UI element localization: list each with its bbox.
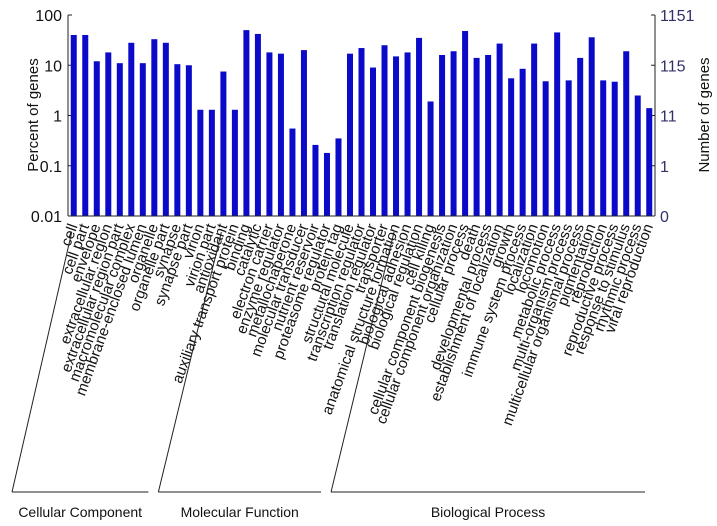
y2-tick-label: 11: [660, 109, 677, 126]
y-axis-label: Percent of genes: [25, 58, 42, 171]
bar: [554, 32, 561, 216]
group-bracket: [330, 231, 395, 493]
bar: [243, 30, 250, 217]
bar: [508, 78, 515, 216]
bar: [185, 65, 192, 216]
bar: [335, 138, 342, 216]
bar: [208, 109, 215, 216]
bar: [450, 51, 457, 216]
bar: [577, 57, 584, 216]
bar: [600, 80, 607, 216]
x-tick-label: cell: [58, 222, 82, 249]
bar: [220, 71, 227, 216]
bar: [93, 61, 100, 216]
bar: [473, 57, 480, 216]
bar: [646, 108, 653, 216]
bar: [151, 39, 158, 217]
bar: [370, 67, 377, 216]
bar: [634, 95, 641, 216]
bar: [346, 53, 353, 217]
y2-tick-label: 1: [660, 159, 669, 176]
bar: [277, 53, 284, 217]
bar: [404, 52, 411, 216]
bar: [162, 42, 169, 217]
bar: [439, 54, 446, 217]
bar: [128, 42, 135, 217]
bar: [381, 45, 388, 217]
y-tick-label: 0.01: [31, 209, 62, 226]
bar: [531, 43, 538, 216]
group-label: Molecular Function: [181, 504, 299, 520]
bar: [174, 64, 181, 216]
y-tick-label: 1: [53, 109, 62, 126]
y2-tick-label: 115: [660, 58, 686, 75]
bar: [105, 52, 112, 216]
bar: [519, 68, 526, 217]
bar: [254, 33, 261, 216]
bar: [70, 34, 77, 216]
bar: [197, 109, 204, 216]
bar: [416, 37, 423, 216]
y-tick-label: 10: [44, 58, 62, 75]
bar: [266, 52, 273, 216]
bar: [462, 31, 469, 217]
bar: [358, 48, 365, 216]
bar: [427, 101, 434, 216]
y2-tick-label: 0: [660, 209, 669, 226]
bar: [82, 34, 89, 216]
group-bracket: [157, 231, 222, 493]
bar: [496, 43, 503, 216]
bar: [139, 63, 146, 217]
bar: [289, 128, 296, 216]
group-bracket: [11, 231, 73, 493]
bar: [623, 51, 630, 216]
group-label: Cellular Component: [18, 504, 142, 520]
bar: [542, 81, 549, 216]
bar: [588, 37, 595, 216]
y2-axis-label: Number of genes: [696, 57, 713, 172]
y2-tick-label: 1151: [660, 8, 695, 25]
bar: [565, 80, 572, 216]
y-tick-label: 0.1: [40, 159, 62, 176]
bar: [300, 50, 307, 216]
bar: [485, 54, 492, 217]
bar: [312, 144, 319, 216]
bar: [116, 63, 123, 217]
bar: [323, 152, 330, 216]
bar: [231, 109, 238, 216]
bar: [393, 56, 400, 216]
y-tick-label: 100: [35, 8, 62, 25]
bar: [611, 81, 618, 216]
group-label: Biological Process: [431, 504, 545, 520]
